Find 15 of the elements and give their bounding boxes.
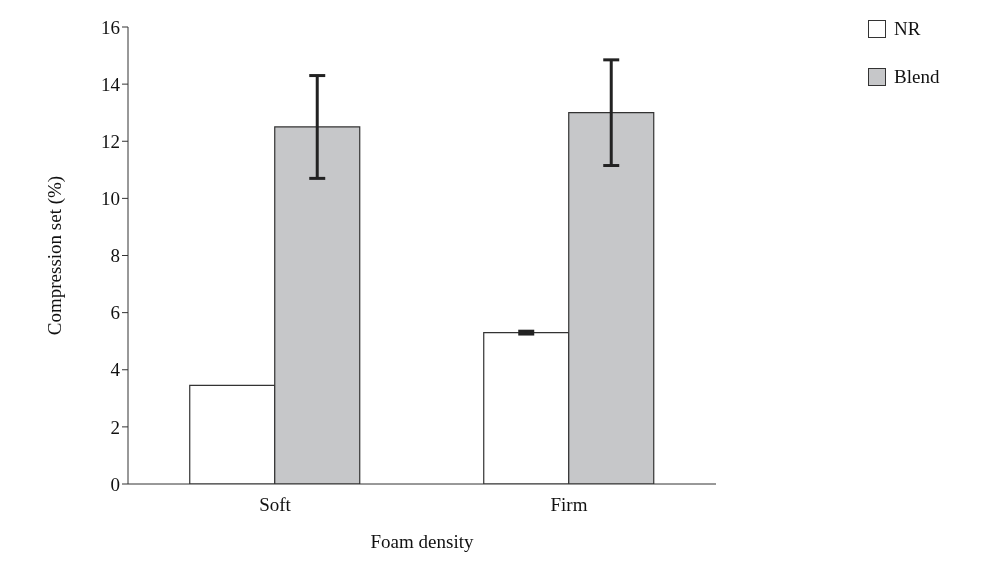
y-tick-label: 10: [101, 188, 120, 210]
y-tick-label: 8: [110, 245, 120, 267]
legend-label: Blend: [894, 66, 940, 88]
x-tick-label: Soft: [259, 494, 292, 516]
legend-label: NR: [894, 18, 921, 40]
y-axis-title: Compression set (%): [43, 175, 66, 336]
y-tick-label: 2: [110, 416, 120, 438]
x-axis-title: Foam density: [370, 531, 474, 552]
y-tick-label: 12: [101, 130, 120, 152]
y-tick-label: 4: [110, 359, 121, 381]
y-tick-label: 0: [110, 473, 120, 495]
y-tick-label: 14: [101, 73, 121, 95]
x-tick-label: Firm: [550, 494, 588, 516]
y-tick-label: 6: [110, 302, 120, 324]
y-tick-label: 16: [101, 16, 120, 38]
